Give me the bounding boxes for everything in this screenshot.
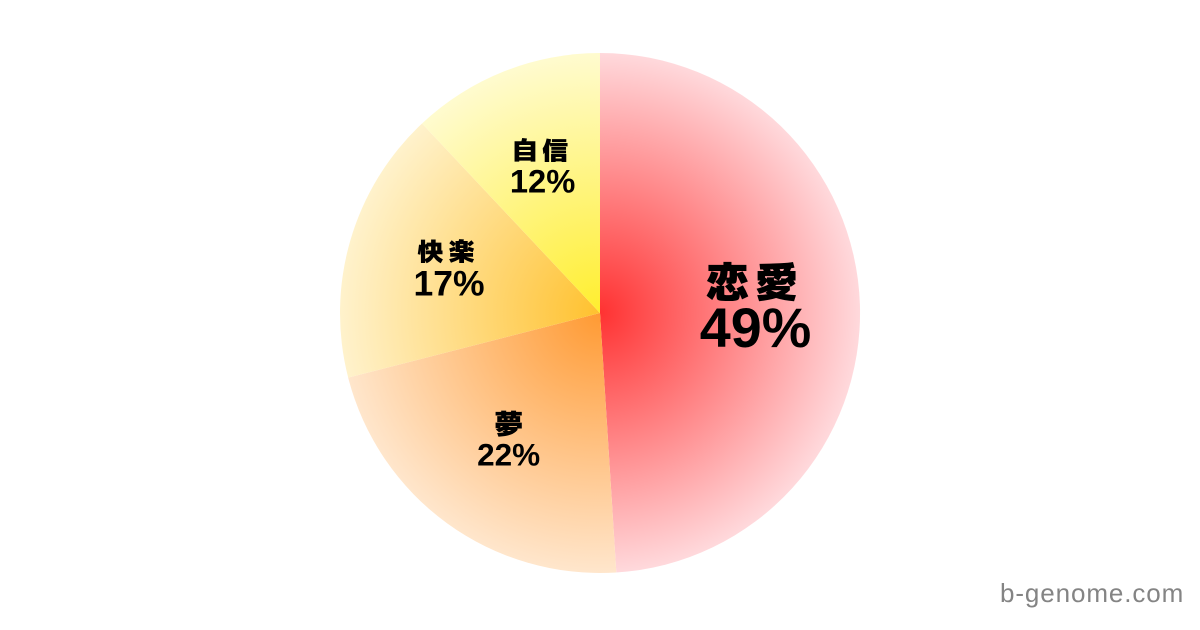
svg-text:12%: 12%	[510, 163, 575, 200]
svg-text:17%: 17%	[413, 264, 484, 304]
svg-text:22%: 22%	[477, 437, 540, 473]
svg-text:49%: 49%	[700, 297, 811, 359]
